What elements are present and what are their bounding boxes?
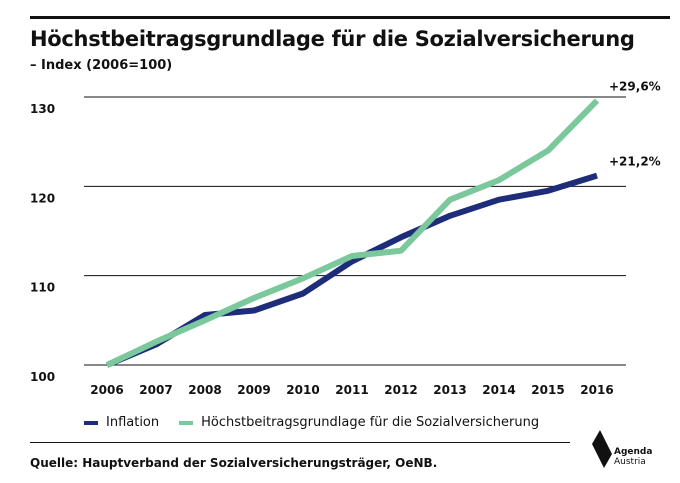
- y-tick-label-130: 130: [30, 102, 55, 116]
- series-line-0: [105, 172, 598, 368]
- chart-title: Höchstbeitragsgrundlage für die Sozialve…: [30, 27, 635, 51]
- end-labels: +21,2% +29,6%: [609, 80, 661, 169]
- x-tick-label-2010: 2010: [286, 383, 319, 397]
- y-tick-labels: 100 110 120 130: [30, 102, 55, 384]
- top-rule: [30, 16, 670, 19]
- logo-text-line1: Agenda: [614, 447, 653, 457]
- x-tick-label-2011: 2011: [335, 383, 368, 397]
- x-tick-label-2012: 2012: [384, 383, 417, 397]
- chart-subtitle: – Index (2006=100): [30, 58, 173, 73]
- legend-item-inflation: Inflation: [84, 415, 159, 430]
- legend-label-hbgl: Höchstbeitragsgrundlage für die Sozialve…: [201, 415, 540, 430]
- x-tick-labels: 2006 2007 2008 2009 2010 2011 2012 2013 2014 2015…: [90, 383, 613, 397]
- end-label-0: +21,2%: [609, 155, 661, 169]
- line-chart: 100 110 120 130 2006 2007 2008 2009 2010 2011 201…: [30, 80, 661, 397]
- legend-label-inflation: Inflation: [106, 415, 160, 430]
- y-tick-label-120: 120: [30, 191, 55, 205]
- x-tick-label-2006: 2006: [90, 383, 123, 397]
- bottom-rule: [30, 442, 570, 443]
- legend-swatch-hbgl: [179, 420, 194, 425]
- x-tick-label-2014: 2014: [482, 383, 515, 397]
- x-tick-label-2013: 2013: [433, 383, 466, 397]
- x-tick-label-2009: 2009: [237, 383, 270, 397]
- x-tick-label-2016: 2016: [580, 383, 613, 397]
- y-tick-label-100: 100: [30, 370, 55, 384]
- legend-item-hbgl: Höchstbeitragsgrundlage für die Sozialve…: [179, 415, 539, 430]
- legend: Inflation Höchstbeitragsgrundlage für di…: [84, 415, 559, 430]
- x-tick-label-2007: 2007: [139, 383, 172, 397]
- end-label-1: +29,6%: [609, 80, 661, 94]
- logo-mark-icon: [592, 430, 612, 468]
- grid-lines: [84, 96, 626, 366]
- source-note: Quelle: Hauptverband der Sozialversicher…: [30, 456, 438, 470]
- x-tick-label-2015: 2015: [531, 383, 564, 397]
- agenda-austria-logo: Agenda Austria: [592, 430, 662, 470]
- legend-swatch-inflation: [84, 420, 98, 425]
- x-tick-label-2008: 2008: [188, 383, 221, 397]
- logo-text-line2: Austria: [614, 457, 646, 467]
- series-lines: [105, 98, 600, 368]
- series-line-1: [105, 98, 600, 368]
- y-tick-label-110: 110: [30, 281, 55, 295]
